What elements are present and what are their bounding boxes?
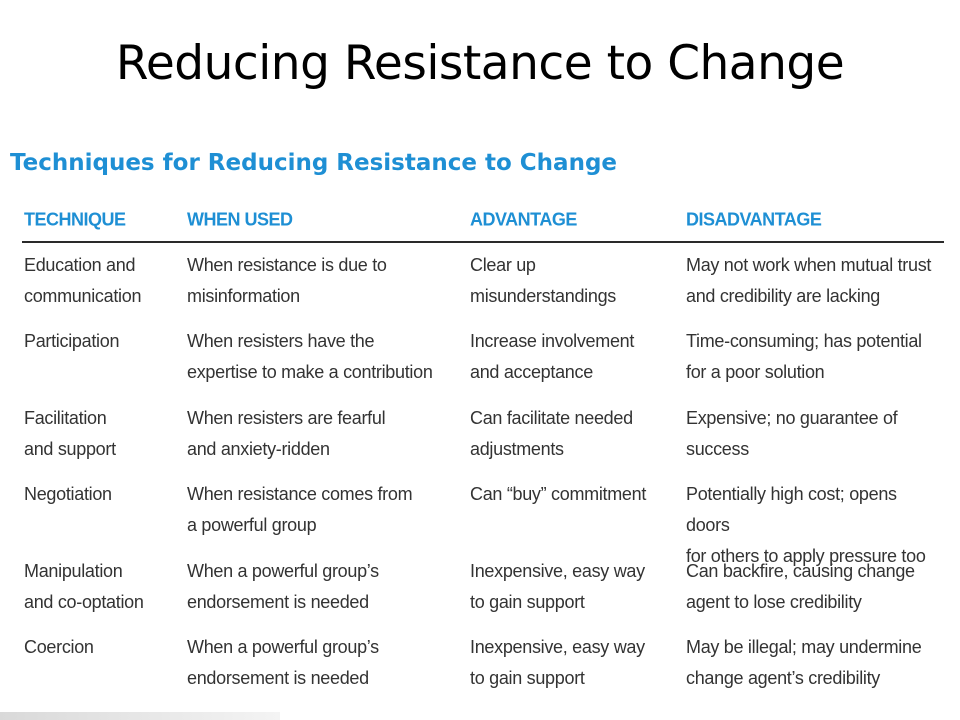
when-used-cell: When a powerful group’s endorsement is n… bbox=[187, 637, 379, 688]
advantage-cell: Inexpensive, easy way to gain support bbox=[470, 637, 645, 688]
advantage-cell: Inexpensive, easy way to gain support bbox=[470, 561, 645, 612]
header-advantage: ADVANTAGE bbox=[470, 208, 577, 230]
when-used-cell: When resisters have the expertise to mak… bbox=[187, 331, 433, 382]
technique-cell: Participation bbox=[24, 331, 120, 351]
footer-divider bbox=[0, 712, 280, 720]
technique-cell: Facilitation and support bbox=[24, 408, 116, 459]
technique-cell: Education and communication bbox=[24, 255, 142, 306]
disadvantage-cell: May not work when mutual trust and credi… bbox=[686, 255, 932, 306]
technique-cell: Manipulation and co-optation bbox=[24, 561, 144, 612]
table-row: Manipulation and co-optation When a powe… bbox=[22, 556, 944, 632]
advantage-cell: Increase involvement and acceptance bbox=[470, 331, 635, 382]
advantage-cell: Can “buy” commitment bbox=[470, 484, 647, 504]
when-used-cell: When resistance comes from a powerful gr… bbox=[187, 484, 413, 535]
table-row: Education and communication When resista… bbox=[22, 250, 944, 326]
header-technique: TECHNIQUE bbox=[24, 208, 126, 230]
table-row: Negotiation When resistance comes from a… bbox=[22, 479, 944, 566]
table-row: Facilitation and support When resisters … bbox=[22, 403, 944, 479]
header-disadvantage: DISADVANTAGE bbox=[686, 208, 822, 230]
header-when-used: WHEN USED bbox=[187, 208, 293, 230]
advantage-cell: Can facilitate needed adjustments bbox=[470, 408, 633, 459]
when-used-cell: When resisters are fearful and anxiety-r… bbox=[187, 408, 386, 459]
technique-cell: Coercion bbox=[24, 637, 94, 657]
disadvantage-cell: Time-consuming; has potential for a poor… bbox=[686, 331, 922, 382]
when-used-cell: When resistance is due to misinformation bbox=[187, 255, 387, 306]
table-caption: Techniques for Reducing Resistance to Ch… bbox=[10, 150, 618, 176]
disadvantage-cell: Expensive; no guarantee of success bbox=[686, 408, 898, 459]
disadvantage-cell: Potentially high cost; opens doors for o… bbox=[686, 484, 926, 566]
when-used-cell: When a powerful group’s endorsement is n… bbox=[187, 561, 379, 612]
advantage-cell: Clear up misunderstandings bbox=[470, 255, 616, 306]
technique-cell: Negotiation bbox=[24, 484, 112, 504]
table-row: Coercion When a powerful group’s endorse… bbox=[22, 632, 944, 708]
disadvantage-cell: May be illegal; may undermine change age… bbox=[686, 637, 922, 688]
table-header: TECHNIQUE WHEN USED ADVANTAGE DISADVANTA… bbox=[22, 203, 944, 243]
slide-title: Reducing Resistance to Change bbox=[115, 36, 845, 91]
table-row: Participation When resisters have the ex… bbox=[22, 326, 944, 402]
disadvantage-cell: Can backfire, causing change agent to lo… bbox=[686, 561, 915, 612]
